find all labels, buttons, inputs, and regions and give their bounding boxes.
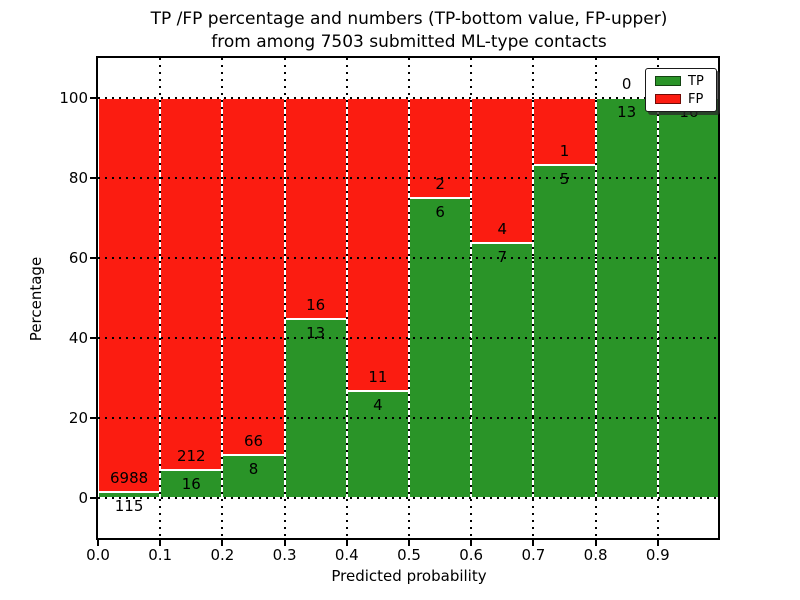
x-tick-mark <box>283 540 286 546</box>
v-gridline <box>594 58 597 540</box>
fp-bar-segment <box>346 98 409 392</box>
fp-count-label: 0 <box>621 75 632 93</box>
x-tick-label: 0.9 <box>645 546 670 564</box>
y-tick-mark <box>90 97 96 99</box>
x-tick-mark <box>221 540 224 546</box>
fp-count-label: 6988 <box>110 468 149 487</box>
chart-title-line2: from among 7503 submitted ML-type contac… <box>211 32 607 52</box>
v-gridline <box>283 58 286 540</box>
fp-bar-segment <box>533 98 596 165</box>
x-tick-mark <box>345 540 348 546</box>
fp-bar-segment <box>222 98 285 455</box>
v-gridline <box>221 58 224 540</box>
x-axis-label: Predicted probability <box>331 567 487 585</box>
legend-swatch-tp-icon <box>655 76 681 86</box>
tp-count-label: 13 <box>306 323 326 342</box>
y-tick-label: 80 <box>68 169 88 187</box>
x-tick-mark <box>656 540 659 546</box>
tp-bar-segment <box>595 98 658 498</box>
x-tick-mark <box>594 540 597 546</box>
v-gridline <box>159 58 162 540</box>
y-tick-label: 100 <box>59 89 88 107</box>
x-tick-label: 0.2 <box>210 546 235 564</box>
chart-title: TP /FP percentage and numbers (TP-bottom… <box>98 8 720 54</box>
x-tick-label: 0.7 <box>521 546 546 564</box>
x-tick-mark <box>97 540 99 546</box>
tp-count-label: 16 <box>181 474 201 493</box>
y-tick-mark <box>90 417 96 419</box>
v-gridline <box>345 58 348 540</box>
x-tick-mark <box>470 540 473 546</box>
y-tick-label: 60 <box>68 249 88 267</box>
fp-bar-segment <box>160 98 223 470</box>
tp-bar-segment <box>471 243 534 498</box>
tp-count-label: 8 <box>248 459 259 478</box>
tp-count-label: 5 <box>559 169 570 188</box>
x-tick-label: 0.1 <box>148 546 173 564</box>
fp-count-label: 16 <box>306 295 326 314</box>
y-tick-mark <box>90 497 96 499</box>
y-tick-mark <box>90 177 96 179</box>
fp-count-label: 4 <box>497 220 508 239</box>
v-gridline <box>532 58 535 540</box>
legend-label: FP <box>688 91 704 107</box>
y-tick-label: 40 <box>68 329 88 347</box>
legend-item: TP <box>646 75 716 88</box>
tp-bar-segment <box>657 98 720 498</box>
legend-item: FP <box>646 93 716 106</box>
fp-bar-segment <box>98 98 161 492</box>
x-tick-label: 0.4 <box>334 546 359 564</box>
x-tick-mark <box>408 540 410 546</box>
x-tick-mark <box>159 540 162 546</box>
fp-count-label: 212 <box>176 446 206 465</box>
legend: TP FP <box>645 68 717 112</box>
v-gridline <box>408 58 410 540</box>
y-tick-label: 20 <box>68 409 88 427</box>
legend-swatch-fp-icon <box>655 94 681 104</box>
chart-title-line1: TP /FP percentage and numbers (TP-bottom… <box>150 9 668 29</box>
tp-bar-segment <box>284 318 347 498</box>
fp-count-label: 1 <box>559 141 570 160</box>
v-gridline <box>656 58 659 540</box>
v-gridline <box>470 58 473 540</box>
fp-count-label: 66 <box>243 431 264 450</box>
tp-count-label: 4 <box>373 396 383 415</box>
tp-count-label: 7 <box>497 248 508 267</box>
x-tick-label: 0.0 <box>86 546 110 564</box>
fp-bar-segment <box>284 98 347 319</box>
fp-count-label: 2 <box>435 175 445 193</box>
plot-area: 6988115212166681613114264715013016 <box>98 58 720 540</box>
x-tick-label: 0.5 <box>397 546 421 564</box>
x-tick-label: 0.3 <box>272 546 297 564</box>
tp-count-label: 13 <box>617 103 637 121</box>
fp-count-label: 11 <box>368 368 388 387</box>
x-tick-label: 0.8 <box>583 546 608 564</box>
legend-label: TP <box>688 73 704 89</box>
tp-count-label: 6 <box>435 203 445 221</box>
x-tick-mark <box>532 540 535 546</box>
x-tick-label: 0.6 <box>459 546 484 564</box>
tp-count-label: 115 <box>114 496 144 515</box>
y-tick-label: 0 <box>78 489 88 507</box>
y-tick-mark <box>90 257 96 259</box>
tp-bar-segment <box>533 164 596 498</box>
y-tick-mark <box>90 337 96 339</box>
tp-bar-segment <box>409 198 472 498</box>
